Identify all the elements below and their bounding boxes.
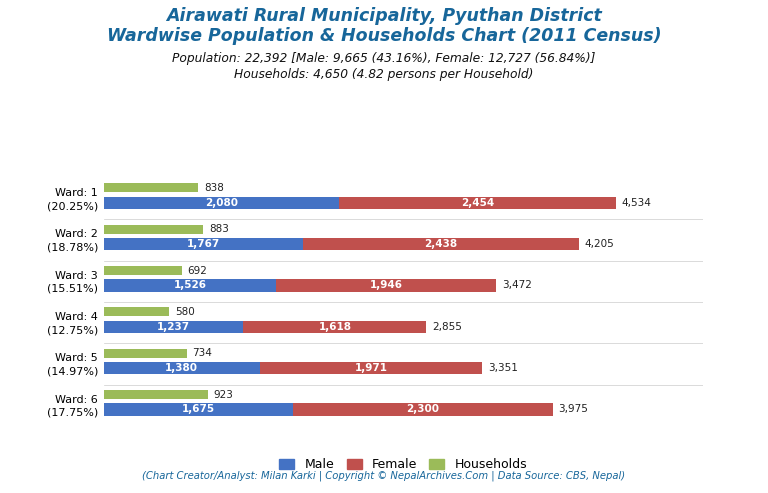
Bar (104, 320, 243, 333)
Text: 1,526: 1,526 (174, 281, 207, 290)
Text: 4,534: 4,534 (622, 198, 652, 208)
Text: Households: 4,650 (4.82 persons per Household): Households: 4,650 (4.82 persons per Hous… (234, 68, 534, 81)
Text: 1,237: 1,237 (157, 322, 190, 332)
Text: Wardwise Population & Households Chart (2011 Census): Wardwise Population & Households Chart (… (107, 27, 661, 45)
Text: 1,675: 1,675 (182, 404, 215, 415)
Text: 580: 580 (175, 307, 194, 317)
Bar (104, 266, 182, 275)
Text: 1,971: 1,971 (355, 363, 388, 373)
Bar (104, 225, 204, 234)
Bar (104, 307, 169, 317)
Bar (293, 403, 553, 416)
Text: (Chart Creator/Analyst: Milan Karki | Copyright © NepalArchives.Com | Data Sourc: (Chart Creator/Analyst: Milan Karki | Co… (142, 470, 626, 481)
Bar (104, 238, 303, 250)
Text: 734: 734 (192, 348, 212, 358)
Bar (104, 279, 276, 292)
Text: 2,080: 2,080 (205, 198, 238, 208)
Text: 692: 692 (187, 266, 207, 276)
Text: Airawati Rural Municipality, Pyuthan District: Airawati Rural Municipality, Pyuthan Dis… (166, 7, 602, 26)
Text: 2,454: 2,454 (461, 198, 494, 208)
Text: 3,975: 3,975 (558, 404, 588, 415)
Bar (303, 238, 579, 250)
Bar (260, 362, 482, 374)
Bar (243, 320, 426, 333)
Text: 3,351: 3,351 (488, 363, 518, 373)
Text: Population: 22,392 [Male: 9,665 (43.16%), Female: 12,727 (56.84%)]: Population: 22,392 [Male: 9,665 (43.16%)… (172, 52, 596, 65)
Text: 2,855: 2,855 (432, 322, 462, 332)
Bar (276, 279, 496, 292)
Text: 1,380: 1,380 (165, 363, 198, 373)
Text: 2,438: 2,438 (425, 239, 458, 249)
Bar (104, 362, 260, 374)
Bar (104, 183, 198, 192)
Text: 4,205: 4,205 (584, 239, 614, 249)
Text: 3,472: 3,472 (502, 281, 531, 290)
Legend: Male, Female, Households: Male, Female, Households (274, 454, 532, 477)
Text: 1,767: 1,767 (187, 239, 220, 249)
Bar (104, 403, 293, 416)
Bar (104, 349, 187, 358)
Bar (104, 197, 339, 209)
Text: 883: 883 (209, 224, 229, 234)
Text: 838: 838 (204, 183, 224, 193)
Text: 1,618: 1,618 (319, 322, 352, 332)
Bar (104, 390, 208, 399)
Bar (339, 197, 616, 209)
Text: 923: 923 (214, 389, 233, 400)
Text: 1,946: 1,946 (369, 281, 402, 290)
Text: 2,300: 2,300 (406, 404, 439, 415)
